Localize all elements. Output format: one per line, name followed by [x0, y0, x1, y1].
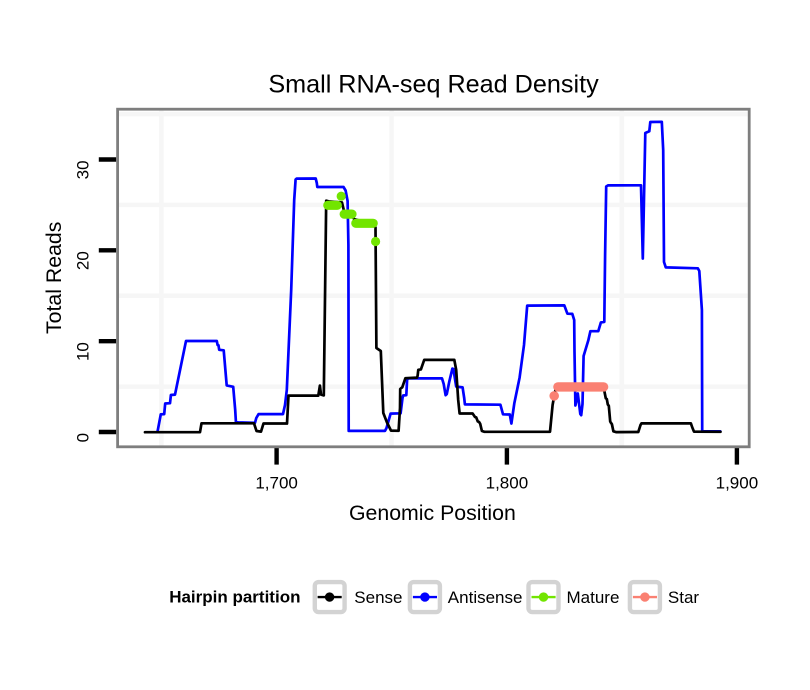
svg-text:1,700: 1,700 — [255, 474, 298, 493]
svg-text:30: 30 — [74, 160, 93, 179]
svg-text:Sense: Sense — [354, 588, 402, 607]
svg-text:Antisense: Antisense — [448, 588, 523, 607]
svg-text:Small RNA-seq Read Density: Small RNA-seq Read Density — [268, 70, 599, 98]
svg-text:1,900: 1,900 — [716, 474, 759, 493]
svg-text:Mature: Mature — [567, 588, 620, 607]
svg-text:1,800: 1,800 — [486, 474, 529, 493]
svg-text:Hairpin partition: Hairpin partition — [169, 587, 300, 606]
svg-text:0: 0 — [74, 433, 93, 442]
svg-text:Total Reads: Total Reads — [42, 222, 66, 334]
svg-text:10: 10 — [74, 342, 93, 361]
svg-text:Genomic Position: Genomic Position — [349, 501, 516, 525]
svg-text:20: 20 — [74, 251, 93, 270]
svg-text:Star: Star — [668, 588, 700, 607]
